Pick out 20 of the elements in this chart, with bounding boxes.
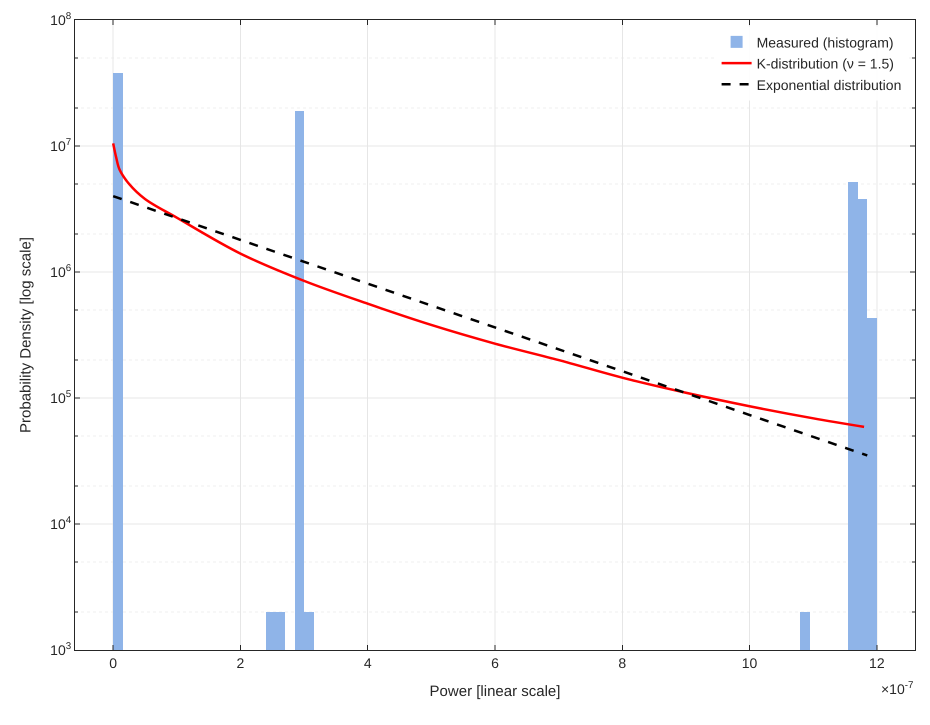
legend-label: Exponential distribution (756, 76, 902, 93)
x-axis-title: Power [linear scale] (430, 682, 560, 700)
y-tick-label: 10$^{3}$ (50, 641, 72, 658)
y-axis-title: Probability Density [log scale] (17, 237, 34, 433)
text: ×10$^{-7}$ (881, 680, 914, 697)
y-tick-label: 10$^{6}$ (50, 263, 72, 280)
legend-label: Measured (histogram) (756, 34, 894, 50)
y-tick-label: 10$^{5}$ (50, 389, 72, 406)
y-tick-label: 10$^{7}$ (50, 137, 72, 154)
x-tick-label: 4 (364, 654, 372, 671)
y-tick-label: 10$^{4}$ (50, 515, 72, 532)
line-series (112, 142, 866, 428)
y-tick-label: 10$^{8}$ (50, 11, 72, 28)
x-tick-label: 2 (236, 654, 245, 671)
legend-label: K-distribution (ν = 1.5) (756, 56, 894, 72)
x-tick-label: 12 (869, 654, 885, 671)
x-tick-label: 10 (742, 654, 758, 671)
x-tick-label: 0 (109, 654, 118, 671)
x-tick-label: 6 (491, 654, 500, 671)
x-tick-label: 8 (618, 654, 626, 671)
